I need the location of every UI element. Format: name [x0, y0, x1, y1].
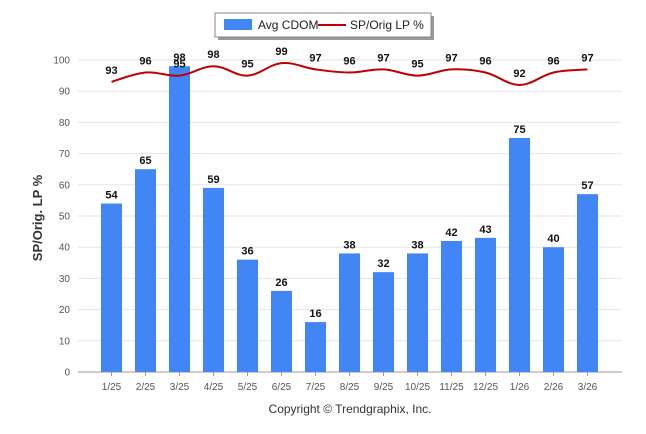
- y-tick-label: 100: [53, 56, 70, 67]
- y-tick-label: 70: [59, 149, 71, 160]
- line-value-label: 96: [479, 55, 491, 67]
- bar: [271, 290, 292, 372]
- bar-value-label: 43: [479, 224, 491, 236]
- line-value-label: 95: [173, 59, 185, 71]
- bar: [577, 194, 598, 372]
- bar: [237, 259, 258, 372]
- bar: [373, 272, 394, 372]
- line-value-label: 92: [513, 68, 525, 80]
- x-tick-label: 11/25: [439, 382, 464, 393]
- y-tick-label: 90: [59, 87, 71, 98]
- bar-value-label: 98: [173, 52, 185, 64]
- x-tick-label: 1/25: [102, 382, 122, 393]
- y-ticks: 0 10 20 30 40 50 60 70 80 90 100: [53, 56, 70, 379]
- bar: [543, 247, 564, 372]
- line-value-label: 96: [343, 55, 355, 67]
- x-tick-label: 12/25: [473, 382, 498, 393]
- y-axis-label: SP/Orig. LP %: [30, 174, 45, 261]
- x-ticks: 1/25 2/25 3/25 4/25 5/25 6/25 7/25 8/25 9/25 10/2…: [102, 372, 598, 393]
- y-tick-label: 80: [59, 118, 71, 129]
- x-tick-label: 7/25: [306, 382, 326, 393]
- bar: [407, 253, 428, 372]
- line-value-label: 95: [411, 59, 423, 71]
- x-tick-label: 2/25: [136, 382, 156, 393]
- y-tick-label: 20: [59, 305, 71, 316]
- bar-value-label: 75: [513, 124, 525, 136]
- copyright-text: Copyright © Trendgraphix, Inc.: [269, 402, 432, 416]
- y-tick-label: 0: [64, 368, 70, 379]
- bar-value-label: 26: [275, 277, 287, 289]
- x-tick-label: 6/25: [272, 382, 292, 393]
- legend-label-bar: Avg CDOM: [258, 18, 318, 32]
- line-value-label: 96: [139, 55, 151, 67]
- y-tick-label: 60: [59, 180, 71, 191]
- bar-value-label: 32: [377, 258, 389, 270]
- bar-value-label: 57: [581, 180, 593, 192]
- bar-value-label: 36: [241, 246, 253, 258]
- bar-labels: 54 65 98 59 36 26 16 38 32 38 42 43 75 40 57: [105, 52, 593, 320]
- bar: [203, 187, 224, 372]
- line-series: [111, 61, 588, 86]
- x-tick-label: 2/26: [544, 382, 564, 393]
- bar-value-label: 40: [547, 233, 559, 245]
- bar: [339, 253, 360, 372]
- y-tick-label: 50: [59, 212, 71, 223]
- line-value-label: 93: [105, 65, 117, 77]
- line-value-label: 95: [241, 59, 253, 71]
- bar: [135, 169, 156, 372]
- bar-value-label: 38: [411, 239, 423, 251]
- bars: [101, 66, 598, 373]
- bar: [169, 66, 190, 373]
- x-tick-label: 10/25: [405, 382, 430, 393]
- bar-value-label: 38: [343, 239, 355, 251]
- legend-swatch-bar: [224, 19, 252, 30]
- x-tick-label: 5/25: [238, 382, 258, 393]
- bar: [475, 237, 496, 372]
- bar: [441, 240, 462, 372]
- bar: [101, 203, 122, 372]
- x-tick-label: 3/25: [170, 382, 190, 393]
- line-value-label: 97: [445, 52, 457, 64]
- bar-value-label: 16: [309, 308, 321, 320]
- x-tick-label: 8/25: [340, 382, 360, 393]
- bar: [305, 322, 326, 372]
- bar: [509, 138, 530, 372]
- x-tick-label: 3/26: [578, 382, 598, 393]
- line-value-label: 97: [309, 52, 321, 64]
- line-value-label: 96: [547, 55, 559, 67]
- x-tick-label: 9/25: [374, 382, 394, 393]
- sp-orig-lp-line: [111, 61, 588, 86]
- legend: Avg CDOM SP/Orig LP %: [214, 12, 434, 40]
- x-tick-label: 1/26: [510, 382, 530, 393]
- bar-value-label: 54: [105, 190, 118, 202]
- line-value-label: 98: [207, 49, 219, 61]
- gridlines: [78, 59, 622, 373]
- y-tick-label: 10: [59, 336, 71, 347]
- x-tick-label: 4/25: [204, 382, 224, 393]
- bar-value-label: 59: [207, 174, 219, 186]
- line-value-label: 97: [581, 52, 593, 64]
- bar-value-label: 65: [139, 155, 151, 167]
- y-tick-label: 30: [59, 274, 71, 285]
- legend-label-line: SP/Orig LP %: [350, 18, 424, 32]
- line-value-label: 99: [275, 46, 287, 58]
- y-tick-label: 40: [59, 243, 71, 254]
- line-value-label: 97: [377, 52, 389, 64]
- bar-value-label: 42: [445, 227, 457, 239]
